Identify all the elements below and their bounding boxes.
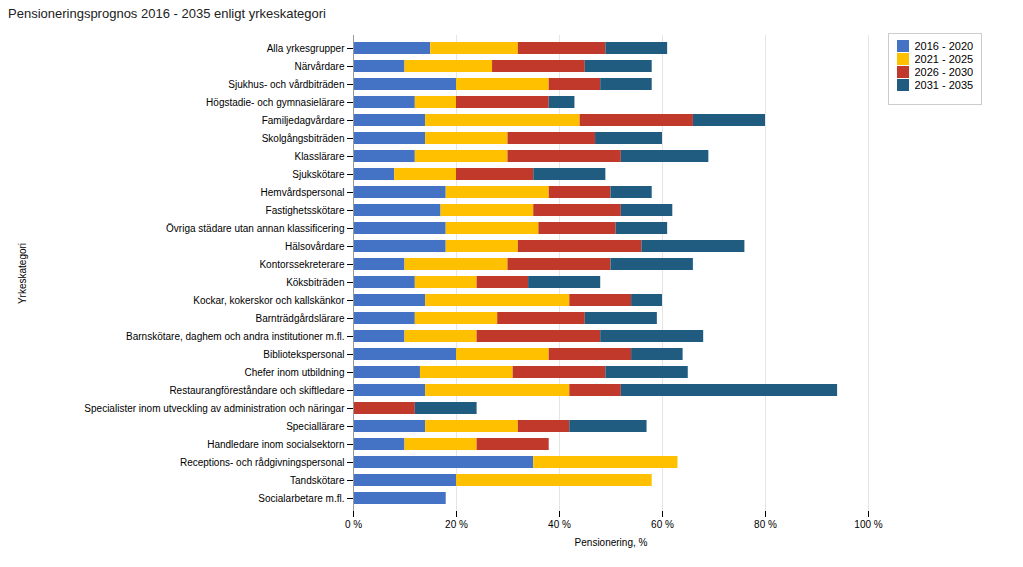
svg-text:Chefer inom utbildning: Chefer inom utbildning (244, 367, 344, 378)
svg-text:Speciallärare: Speciallärare (286, 421, 345, 432)
html-text:2016 - 2020: 2016 - 2020 (914, 40, 974, 52)
svg-text:Socialarbetare m.fl.: Socialarbetare m.fl. (258, 493, 344, 504)
svg-text:Receptions- och rådgivningsper: Receptions- och rådgivningspersonal (180, 457, 345, 468)
svg-text:Familjedagvårdare: Familjedagvårdare (262, 115, 345, 126)
svg-text:Kockar, kokerskor och kallskän: Kockar, kokerskor och kallskänkor (193, 295, 345, 306)
svg-text:Närvårdare: Närvårdare (294, 61, 344, 72)
svg-text:Tandskötare: Tandskötare (290, 475, 345, 486)
svg-text:Handledare inom socialsektorn: Handledare inom socialsektorn (207, 439, 344, 450)
svg-text:Sjukskötare: Sjukskötare (292, 169, 345, 180)
svg-text:Pensionering, %: Pensionering, % (575, 537, 648, 548)
svg-text:20 %: 20 % (445, 519, 468, 530)
html-text:2031 - 2035: 2031 - 2035 (914, 79, 974, 91)
html-text:2021 - 2025: 2021 - 2025 (914, 53, 974, 65)
svg-text:Högstadie- och gymnasielärare: Högstadie- och gymnasielärare (206, 97, 345, 108)
svg-text:Yrkeskategori: Yrkeskategori (17, 243, 28, 304)
svg-text:Bibliotekspersonal: Bibliotekspersonal (263, 349, 344, 360)
svg-text:Alla yrkesgrupper: Alla yrkesgrupper (267, 43, 345, 54)
svg-text:Klasslärare: Klasslärare (294, 151, 344, 162)
svg-text:Specialister inom utveckling a: Specialister inom utveckling av administ… (84, 403, 345, 414)
svg-text:40 %: 40 % (548, 519, 571, 530)
svg-text:Barnträdgårdslärare: Barnträdgårdslärare (256, 313, 345, 324)
svg-text:Fastighetsskötare: Fastighetsskötare (266, 205, 345, 216)
svg-text:Köksbiträden: Köksbiträden (286, 277, 344, 288)
svg-text:Övriga städare utan annan klas: Övriga städare utan annan klassificering (166, 223, 344, 234)
svg-text:Restaurangföreståndare och ski: Restaurangföreståndare och skiftledare (169, 385, 345, 396)
svg-text:Kontorssekreterare: Kontorssekreterare (259, 259, 344, 270)
svg-text:0 %: 0 % (345, 519, 362, 530)
svg-text:Sjukhus- och vårdbiträden: Sjukhus- och vårdbiträden (228, 79, 344, 90)
svg-text:Hälsovårdare: Hälsovårdare (285, 241, 345, 252)
svg-text:Barnskötare, daghem och andra: Barnskötare, daghem och andra institutio… (126, 331, 344, 342)
svg-text:Hemvårdspersonal: Hemvårdspersonal (261, 187, 345, 198)
html-text:2026 - 2030: 2026 - 2030 (914, 66, 974, 78)
svg-text:Skolgångsbiträden: Skolgångsbiträden (262, 133, 345, 144)
svg-text:60 %: 60 % (651, 519, 674, 530)
svg-text:100 %: 100 % (854, 519, 882, 530)
svg-text:80 %: 80 % (754, 519, 777, 530)
html-text:Pensioneringsprognos 2016 - 20: Pensioneringsprognos 2016 - 2035 enligt … (8, 6, 326, 21)
